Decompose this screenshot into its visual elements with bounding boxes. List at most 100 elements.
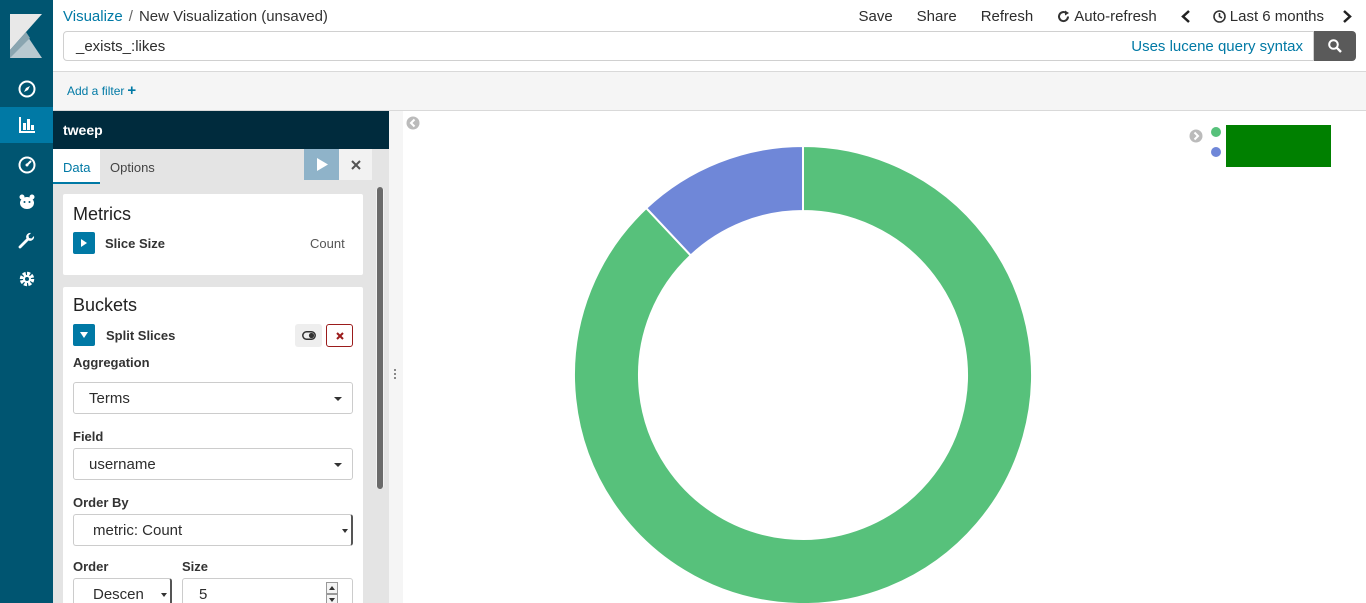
- legend-toggle-icon[interactable]: [1189, 129, 1203, 143]
- legend-item[interactable]: [1211, 127, 1223, 139]
- apply-changes-button[interactable]: [304, 149, 339, 180]
- caret-down-icon: [342, 529, 348, 533]
- add-filter-label: Add a filter: [67, 84, 125, 98]
- nav-visualize[interactable]: [0, 107, 53, 143]
- sidebar-scrollbar[interactable]: [376, 187, 384, 489]
- index-pattern-title: tweep: [53, 111, 389, 149]
- buckets-panel: Buckets Split Slices Aggregation Terms F…: [63, 287, 363, 603]
- field-select[interactable]: username: [73, 448, 353, 480]
- pie-slice[interactable]: [644, 144, 804, 257]
- legend-item[interactable]: [1211, 147, 1223, 159]
- size-label: Size: [182, 559, 209, 574]
- close-icon: [335, 331, 344, 340]
- breadcrumb: Visualize / New Visualization (unsaved): [63, 8, 328, 25]
- bucket-enable-toggle[interactable]: [295, 324, 322, 347]
- toggle-icon: [301, 331, 316, 340]
- add-filter-button[interactable]: Add a filter +: [67, 82, 137, 99]
- bar-chart-icon: [18, 117, 35, 133]
- clock-icon: [1212, 10, 1226, 23]
- play-icon: [316, 158, 328, 171]
- nav-timelion[interactable]: [0, 184, 53, 220]
- compass-icon: [18, 80, 35, 98]
- bucket-expand-toggle[interactable]: [73, 324, 95, 346]
- caret-right-icon: [81, 239, 87, 247]
- nav-dev-tools[interactable]: [0, 223, 53, 259]
- top-menu: Save Share Refresh Auto-refresh Last 6 m…: [858, 8, 1366, 25]
- time-range-label: Last 6 months: [1229, 8, 1324, 25]
- query-text: _exists_:likes: [76, 38, 166, 55]
- gauge-icon: [18, 156, 35, 174]
- chevron-right-icon: [1343, 10, 1352, 23]
- side-nav: [0, 0, 53, 603]
- order-by-select[interactable]: metric: Count: [73, 514, 353, 546]
- metric-expand-toggle[interactable]: [73, 232, 95, 254]
- bucket-remove-button[interactable]: [326, 324, 353, 347]
- time-picker-button[interactable]: Last 6 months: [1212, 8, 1324, 25]
- share-button[interactable]: Share: [916, 8, 957, 25]
- search-icon: [1328, 39, 1342, 53]
- nav-dashboard[interactable]: [0, 147, 53, 183]
- refresh-icon: [1058, 10, 1070, 23]
- sidebar-scrollbar-thumb[interactable]: [377, 187, 383, 489]
- aggregation-select[interactable]: Terms: [73, 382, 353, 414]
- discard-changes-button[interactable]: [339, 149, 372, 180]
- pie-chart: [573, 144, 1033, 603]
- nav-discover[interactable]: [0, 71, 53, 107]
- refresh-button[interactable]: Refresh: [980, 8, 1034, 25]
- nav-management[interactable]: [0, 261, 53, 297]
- size-input[interactable]: 5: [182, 578, 353, 603]
- filter-bar: Add a filter +: [53, 72, 1366, 111]
- aggregation-value: Terms: [89, 390, 130, 407]
- breadcrumb-separator: /: [128, 8, 133, 25]
- caret-down-icon: [334, 397, 342, 401]
- auto-refresh-button[interactable]: Auto-refresh: [1057, 8, 1157, 25]
- sidebar-resize-handle[interactable]: [389, 111, 403, 603]
- metric-agg-label: Slice Size: [105, 236, 165, 251]
- metric-agg-type: Count: [310, 236, 345, 251]
- order-label: Order: [73, 559, 109, 574]
- caret-down-icon: [161, 593, 167, 597]
- breadcrumb-visualize[interactable]: Visualize: [63, 8, 123, 25]
- field-label: Field: [73, 429, 104, 444]
- bear-icon: [19, 194, 34, 209]
- collapse-sidebar-icon[interactable]: [406, 116, 420, 130]
- breadcrumb-current: New Visualization (unsaved): [138, 8, 328, 25]
- time-next-button[interactable]: [1342, 10, 1356, 23]
- editor-tabs: Data Options: [53, 149, 389, 184]
- lucene-syntax-link[interactable]: Uses lucene query syntax: [1131, 38, 1303, 55]
- gear-icon: [19, 271, 34, 287]
- aggregation-label: Aggregation: [73, 355, 150, 370]
- bucket-agg-label: Split Slices: [106, 328, 176, 343]
- kibana-logo[interactable]: [6, 10, 46, 60]
- legend-color-dot: [1211, 147, 1221, 157]
- close-icon: [350, 159, 361, 170]
- metrics-panel: Metrics Slice Size Count: [63, 194, 363, 275]
- caret-down-icon: [80, 332, 88, 338]
- plus-icon: +: [127, 82, 137, 99]
- wrench-icon: [18, 232, 34, 249]
- chevron-left-icon: [1180, 10, 1190, 23]
- caret-down-icon: [334, 463, 342, 467]
- order-by-value: metric: Count: [93, 522, 183, 539]
- query-input[interactable]: _exists_:likes Uses lucene query syntax: [63, 31, 1314, 61]
- metrics-title: Metrics: [73, 204, 131, 224]
- save-button[interactable]: Save: [858, 8, 893, 25]
- redaction-overlay: [1226, 125, 1331, 167]
- buckets-title: Buckets: [73, 295, 138, 315]
- tab-options[interactable]: Options: [110, 160, 155, 175]
- tab-data[interactable]: Data: [53, 149, 101, 184]
- search-button[interactable]: [1314, 31, 1356, 61]
- order-by-label: Order By: [73, 495, 129, 510]
- pie-slice[interactable]: [573, 144, 1033, 603]
- vis-editor-sidebar: tweep Data Options Metrics Slice Size Co…: [53, 111, 389, 603]
- legend-color-dot: [1211, 127, 1221, 137]
- visualization-area: [403, 111, 1366, 603]
- order-select[interactable]: Descen: [73, 578, 172, 603]
- top-bar: Visualize / New Visualization (unsaved) Sa…: [53, 0, 1366, 72]
- time-prev-button[interactable]: [1180, 10, 1195, 23]
- field-value: username: [89, 456, 156, 473]
- size-value: 5: [199, 586, 208, 603]
- stepper-icon[interactable]: [326, 582, 338, 603]
- auto-refresh-label: Auto-refresh: [1074, 8, 1157, 25]
- order-value: Descen: [93, 586, 144, 603]
